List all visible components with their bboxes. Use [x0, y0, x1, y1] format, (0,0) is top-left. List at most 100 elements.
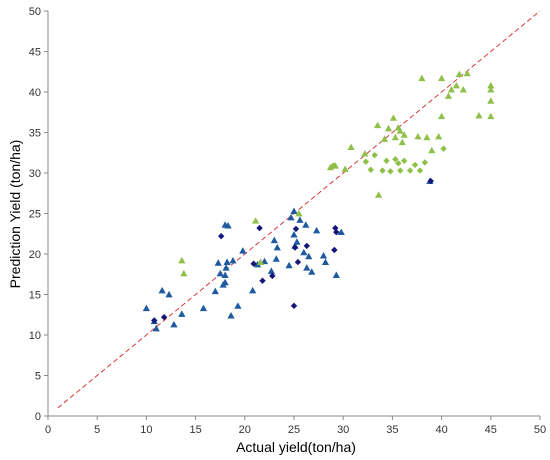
y-tick-label: 35 — [29, 128, 41, 140]
triangle-point — [375, 191, 383, 198]
diamond-point — [392, 156, 399, 163]
triangle-point — [380, 135, 389, 142]
triangle-point — [216, 269, 224, 277]
triangle-point — [252, 217, 260, 224]
triangle-point — [272, 255, 280, 262]
triangle-point — [396, 127, 404, 134]
triangle-point — [487, 81, 495, 89]
diamond-point — [303, 242, 310, 250]
triangle-point — [165, 290, 173, 298]
triangle-point — [290, 230, 298, 238]
triangle-point — [273, 243, 281, 251]
x-tick-label: 20 — [239, 424, 251, 436]
diamond-point — [411, 161, 419, 169]
triangle-point — [295, 209, 303, 217]
triangle-point — [296, 216, 304, 223]
diamond-point — [290, 302, 298, 310]
triangle-point — [361, 149, 369, 157]
triangle-point — [234, 302, 242, 309]
data-points — [142, 69, 495, 332]
triangle-point — [305, 252, 313, 260]
x-tick-label: 45 — [485, 424, 497, 436]
x-tick-label: 5 — [94, 424, 100, 436]
triangle-point — [459, 85, 467, 93]
diamond-point — [406, 167, 414, 174]
y-tick-label: 0 — [35, 411, 41, 423]
triangle-point — [170, 320, 178, 328]
triangle-point — [270, 236, 278, 244]
x-tick-label: 25 — [288, 424, 300, 436]
diamond-point — [440, 145, 447, 152]
diamond-point — [292, 225, 300, 233]
triangle-point — [256, 258, 265, 265]
triangle-point — [199, 304, 208, 312]
triangle-point — [423, 133, 431, 141]
y-tick-label: 45 — [29, 47, 41, 59]
triangle-point — [221, 278, 229, 286]
triangle-point — [438, 74, 446, 82]
triangle-point — [332, 271, 340, 278]
triangle-point — [267, 267, 275, 274]
triangle-point — [487, 97, 495, 104]
triangle-point — [293, 238, 301, 245]
triangle-point — [438, 112, 446, 120]
triangle-point — [223, 258, 231, 265]
x-tick-label: 15 — [189, 424, 201, 436]
triangle-point — [211, 287, 219, 295]
diamond-point — [395, 160, 402, 167]
triangle-point — [384, 124, 393, 132]
x-tick-label: 40 — [435, 424, 447, 436]
x-tick-label: 50 — [534, 424, 546, 436]
reference-line — [57, 10, 541, 409]
diamond-point — [151, 317, 158, 324]
triangle-point — [389, 114, 397, 121]
triangle-point — [347, 143, 355, 150]
triangle-point — [178, 256, 186, 264]
diamond-point — [333, 228, 340, 236]
triangle-point — [475, 111, 483, 119]
triangle-point — [400, 131, 408, 138]
y-tick-label: 25 — [29, 209, 41, 221]
diamond-point — [387, 168, 394, 175]
axis-ticks: 0 5 10 15 20 25 30 35 40 45 50 0 5 10 15 20 25 30 35 40 45 50 — [29, 6, 546, 436]
triangle-point — [287, 213, 295, 221]
y-tick-label: 10 — [29, 330, 41, 342]
triangle-point — [487, 85, 495, 93]
y-tick-label: 50 — [29, 6, 41, 18]
diamond-point — [291, 244, 299, 251]
triangle-point — [337, 228, 345, 236]
triangle-point — [303, 264, 311, 271]
diamond-point — [397, 167, 404, 174]
triangle-point — [414, 132, 422, 140]
x-axis-title: Actual yield(ton/ha) — [236, 439, 356, 455]
triangle-point — [463, 69, 471, 77]
triangle-point — [227, 311, 235, 319]
triangle-point — [391, 133, 399, 141]
triangle-point — [239, 247, 247, 254]
diamond-point — [367, 166, 374, 173]
triangle-point — [455, 70, 463, 78]
diamond-point — [427, 177, 434, 185]
triangle-point — [447, 85, 456, 93]
x-tick-label: 30 — [337, 424, 349, 436]
diamond-point — [330, 162, 337, 169]
x-tick-label: 0 — [45, 424, 51, 436]
triangle-point — [435, 132, 443, 140]
triangle-point — [302, 221, 310, 228]
diamond-point — [331, 246, 338, 254]
triangle-point — [222, 264, 230, 271]
x-tick-label: 35 — [386, 424, 398, 436]
y-tick-label: 40 — [29, 87, 41, 99]
diamond-point — [160, 313, 168, 321]
triangle-point — [452, 81, 460, 89]
triangle-point — [418, 74, 426, 82]
x-tick-label: 10 — [140, 424, 152, 436]
triangle-point — [319, 252, 328, 259]
diamond-point — [383, 157, 390, 165]
diamond-point — [250, 260, 257, 267]
y-axis-title: Prediction Yield (ton/ha) — [7, 140, 23, 289]
triangle-point — [290, 207, 298, 214]
diamond-point — [371, 151, 378, 159]
